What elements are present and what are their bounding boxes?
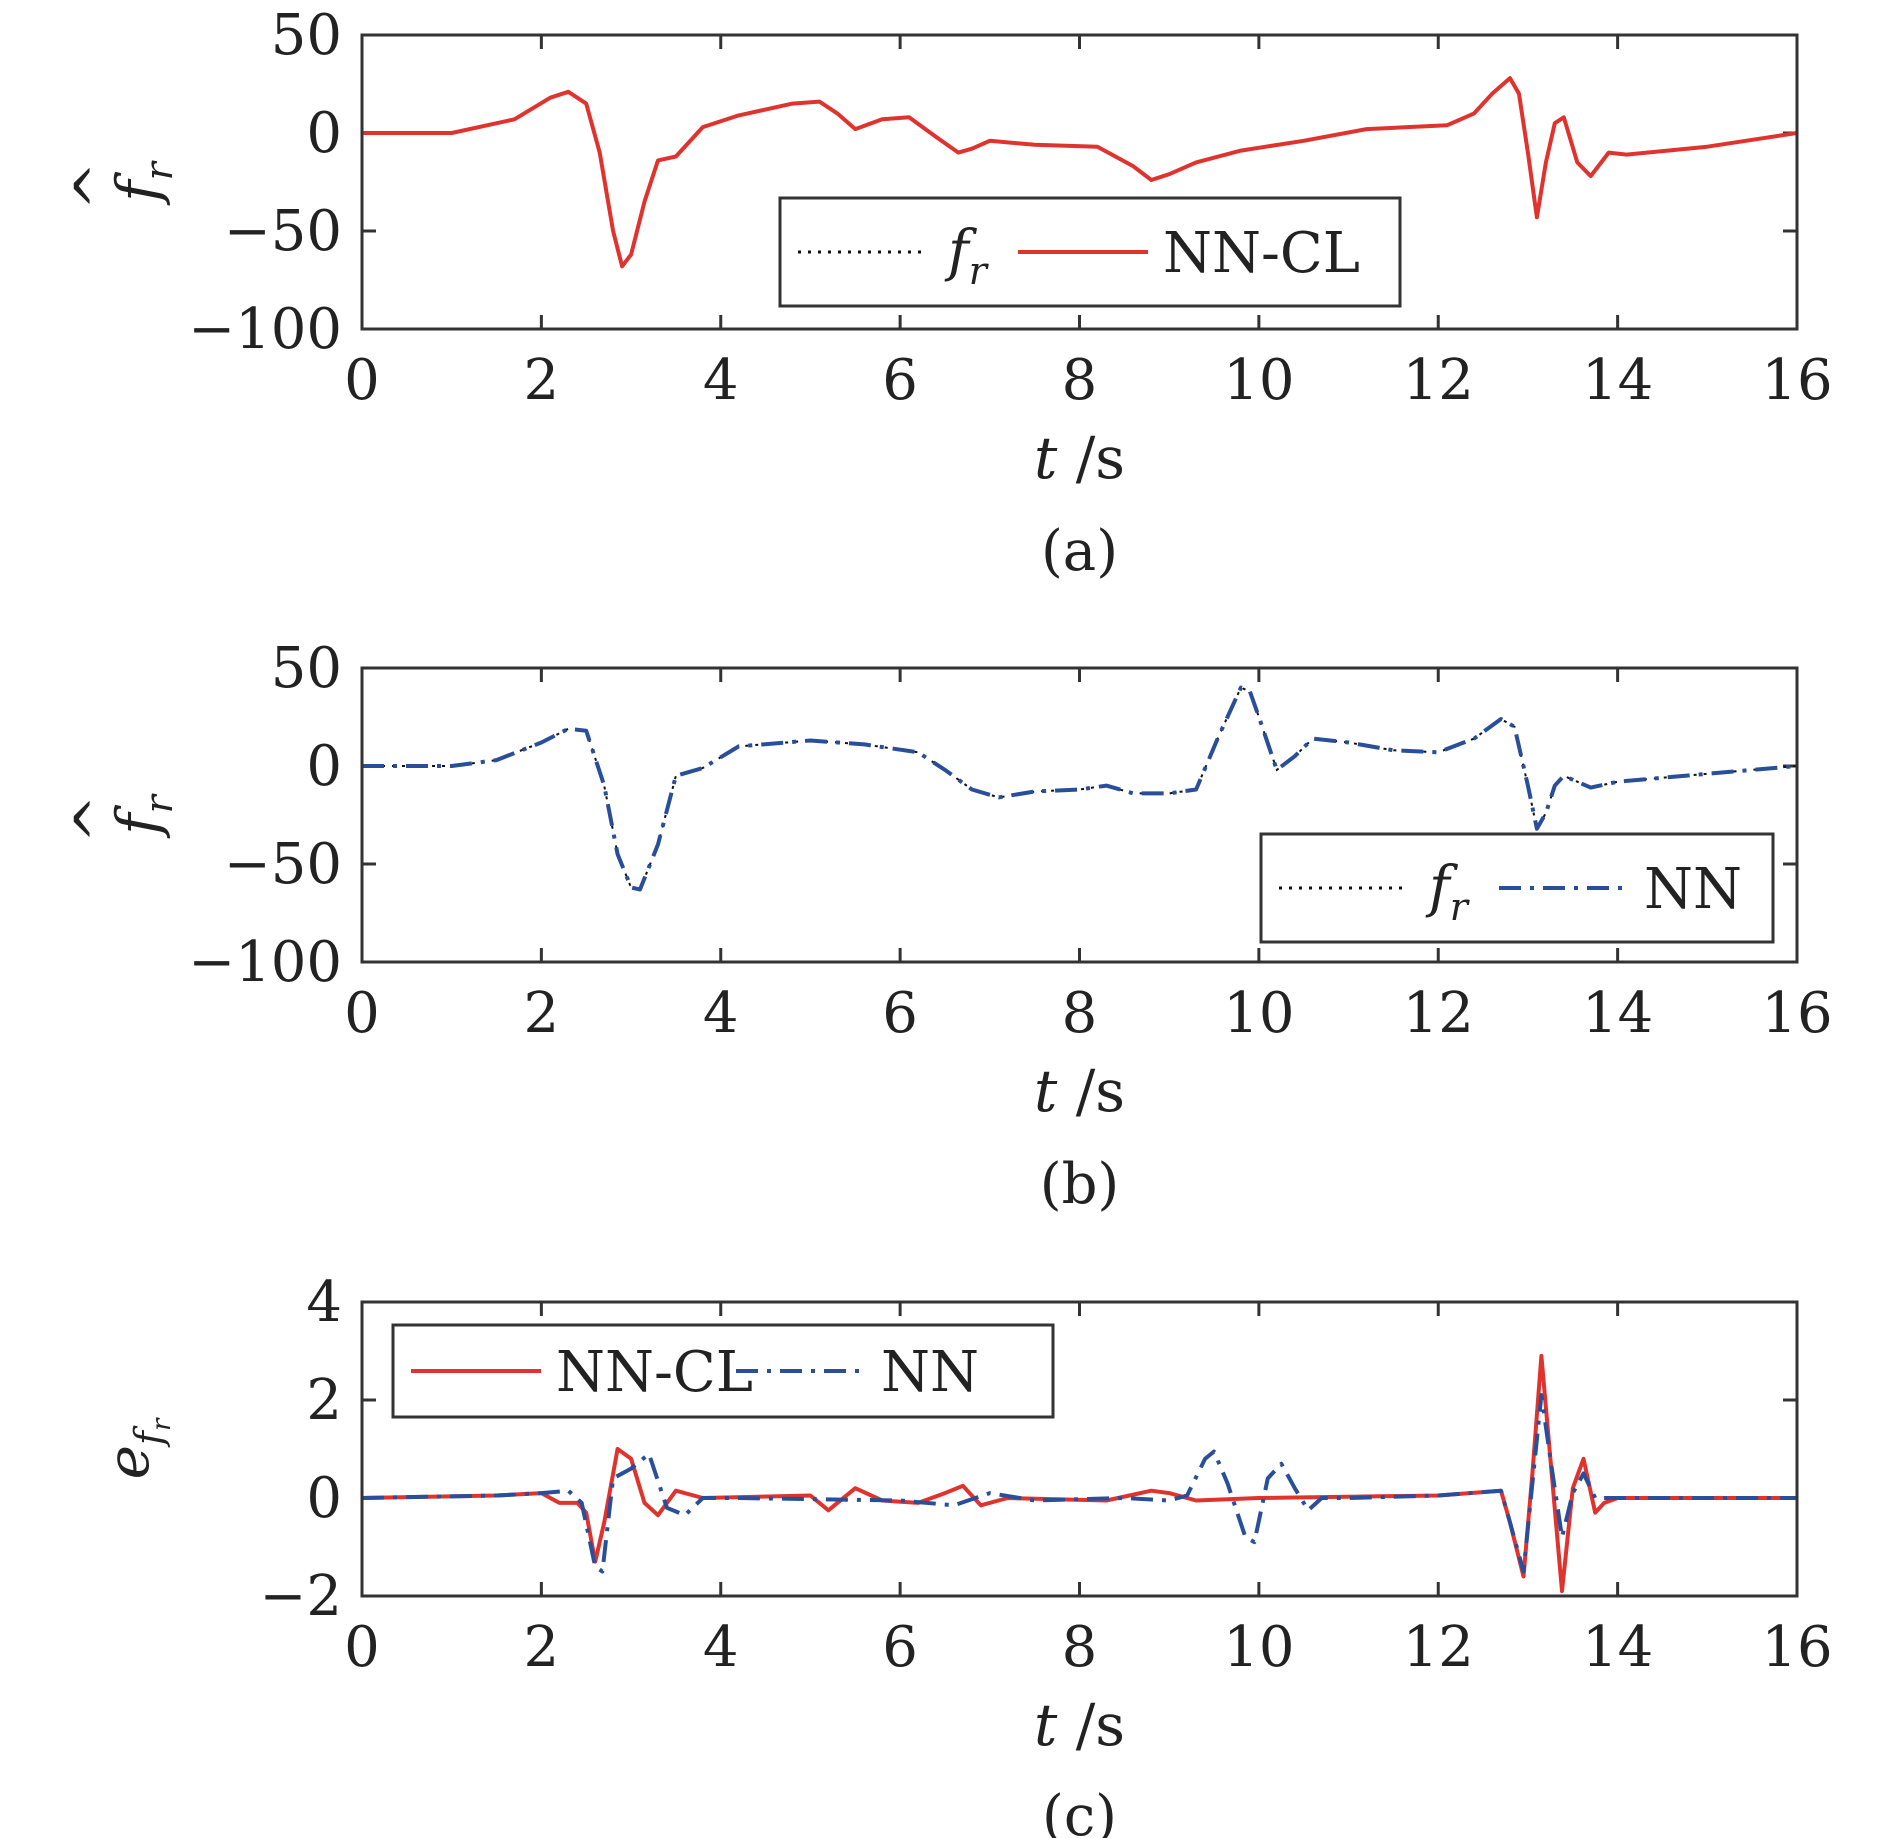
x-axis-label-unit: /s bbox=[1057, 1057, 1125, 1125]
x-axis-label-unit: /s bbox=[1057, 1691, 1125, 1759]
y-axis-label-sub: r bbox=[137, 159, 181, 180]
y-axis-label-sub: r bbox=[137, 792, 181, 813]
y-axis-label: fr^ bbox=[62, 792, 181, 843]
x-axis-label-var: t bbox=[1034, 1057, 1058, 1125]
axes-box bbox=[360, 33, 1799, 331]
y-tick-label: −100 bbox=[188, 297, 342, 362]
legend-label-nn: NN bbox=[1644, 857, 1742, 922]
x-axis-label-unit: /s bbox=[1057, 424, 1125, 492]
legend: fr NN bbox=[1259, 832, 1775, 944]
y-tick-label: 0 bbox=[306, 101, 342, 166]
x-tick-label: 0 bbox=[344, 348, 380, 413]
series-line-nn-cl bbox=[362, 1353, 1797, 1594]
panel-caption: (a) bbox=[1041, 519, 1118, 584]
x-tick-label: 12 bbox=[1403, 981, 1474, 1046]
x-tick-label: 10 bbox=[1223, 348, 1294, 413]
x-tick-label: 8 bbox=[1062, 1615, 1098, 1680]
y-axis-label: efr bbox=[94, 1417, 177, 1479]
x-tick-label: 6 bbox=[882, 348, 918, 413]
y-tick-label: 0 bbox=[306, 734, 342, 799]
x-tick-label: 6 bbox=[882, 1615, 918, 1680]
x-tick-label: 8 bbox=[1062, 981, 1098, 1046]
legend-label-nn: NN bbox=[881, 1340, 979, 1405]
x-tick-label: 8 bbox=[1062, 348, 1098, 413]
y-tick-label: −50 bbox=[224, 199, 342, 264]
y-axis-label-text: fr bbox=[104, 159, 181, 205]
x-axis-label: t /s bbox=[1034, 424, 1125, 492]
legend-label-nn-cl: NN-CL bbox=[556, 1340, 753, 1405]
y-axis-label-subsub: r bbox=[147, 1417, 177, 1431]
x-tick-label: 4 bbox=[703, 1615, 739, 1680]
series-line-nn bbox=[362, 685, 1797, 892]
legend-label-reference-sub: r bbox=[969, 249, 990, 293]
x-tick-label: 2 bbox=[524, 1615, 560, 1680]
x-axis-label: t /s bbox=[1034, 1057, 1125, 1125]
x-tick-label: 4 bbox=[703, 348, 739, 413]
x-tick-label: 6 bbox=[882, 981, 918, 1046]
series-line-nn bbox=[362, 1393, 1797, 1574]
x-tick-label: 2 bbox=[524, 348, 560, 413]
y-tick-label: −2 bbox=[259, 1564, 342, 1629]
y-axis-label-hat: ^ bbox=[62, 162, 130, 211]
x-tick-label: 10 bbox=[1223, 1615, 1294, 1680]
y-tick-label: 0 bbox=[306, 1466, 342, 1531]
y-tick-label: 4 bbox=[306, 1270, 342, 1335]
legend: fr NN-CL bbox=[778, 196, 1402, 308]
x-tick-label: 16 bbox=[1761, 981, 1832, 1046]
panel-caption: (c) bbox=[1042, 1784, 1117, 1838]
x-tick-label: 14 bbox=[1582, 348, 1653, 413]
axes-box bbox=[360, 1300, 1799, 1598]
x-axis-label-var: t bbox=[1034, 424, 1058, 492]
panel-caption: (b) bbox=[1040, 1152, 1120, 1217]
series-line-nn-cl bbox=[362, 76, 1797, 269]
x-tick-label: 14 bbox=[1582, 1615, 1653, 1680]
x-tick-label: 2 bbox=[524, 981, 560, 1046]
y-axis-label: fr^ bbox=[62, 159, 181, 210]
x-tick-label: 0 bbox=[344, 981, 380, 1046]
x-tick-label: 16 bbox=[1761, 348, 1832, 413]
y-tick-label: 50 bbox=[271, 3, 342, 68]
x-tick-label: 10 bbox=[1223, 981, 1294, 1046]
y-tick-label: 50 bbox=[271, 636, 342, 701]
legend-label-reference-sub: r bbox=[1450, 885, 1471, 929]
y-axis-label-text: efr bbox=[94, 1417, 177, 1479]
y-axis-label-var: e bbox=[94, 1445, 162, 1479]
x-tick-label: 12 bbox=[1403, 348, 1474, 413]
y-axis-label-hat: ^ bbox=[62, 795, 130, 844]
y-tick-label: −50 bbox=[224, 832, 342, 897]
x-tick-label: 14 bbox=[1582, 981, 1653, 1046]
axes-box bbox=[360, 666, 1799, 964]
y-tick-label: 2 bbox=[306, 1368, 342, 1433]
legend: NN-CL NN bbox=[391, 1323, 1055, 1419]
x-tick-label: 12 bbox=[1403, 1615, 1474, 1680]
x-tick-label: 4 bbox=[703, 981, 739, 1046]
legend-label-nn-cl: NN-CL bbox=[1163, 221, 1360, 286]
x-axis-label: t /s bbox=[1034, 1691, 1125, 1759]
x-tick-label: 16 bbox=[1761, 1615, 1832, 1680]
legend-label-reference: fr bbox=[944, 219, 990, 293]
y-tick-label: −100 bbox=[188, 930, 342, 995]
x-tick-label: 0 bbox=[344, 1615, 380, 1680]
x-axis-label-var: t bbox=[1034, 1691, 1058, 1759]
